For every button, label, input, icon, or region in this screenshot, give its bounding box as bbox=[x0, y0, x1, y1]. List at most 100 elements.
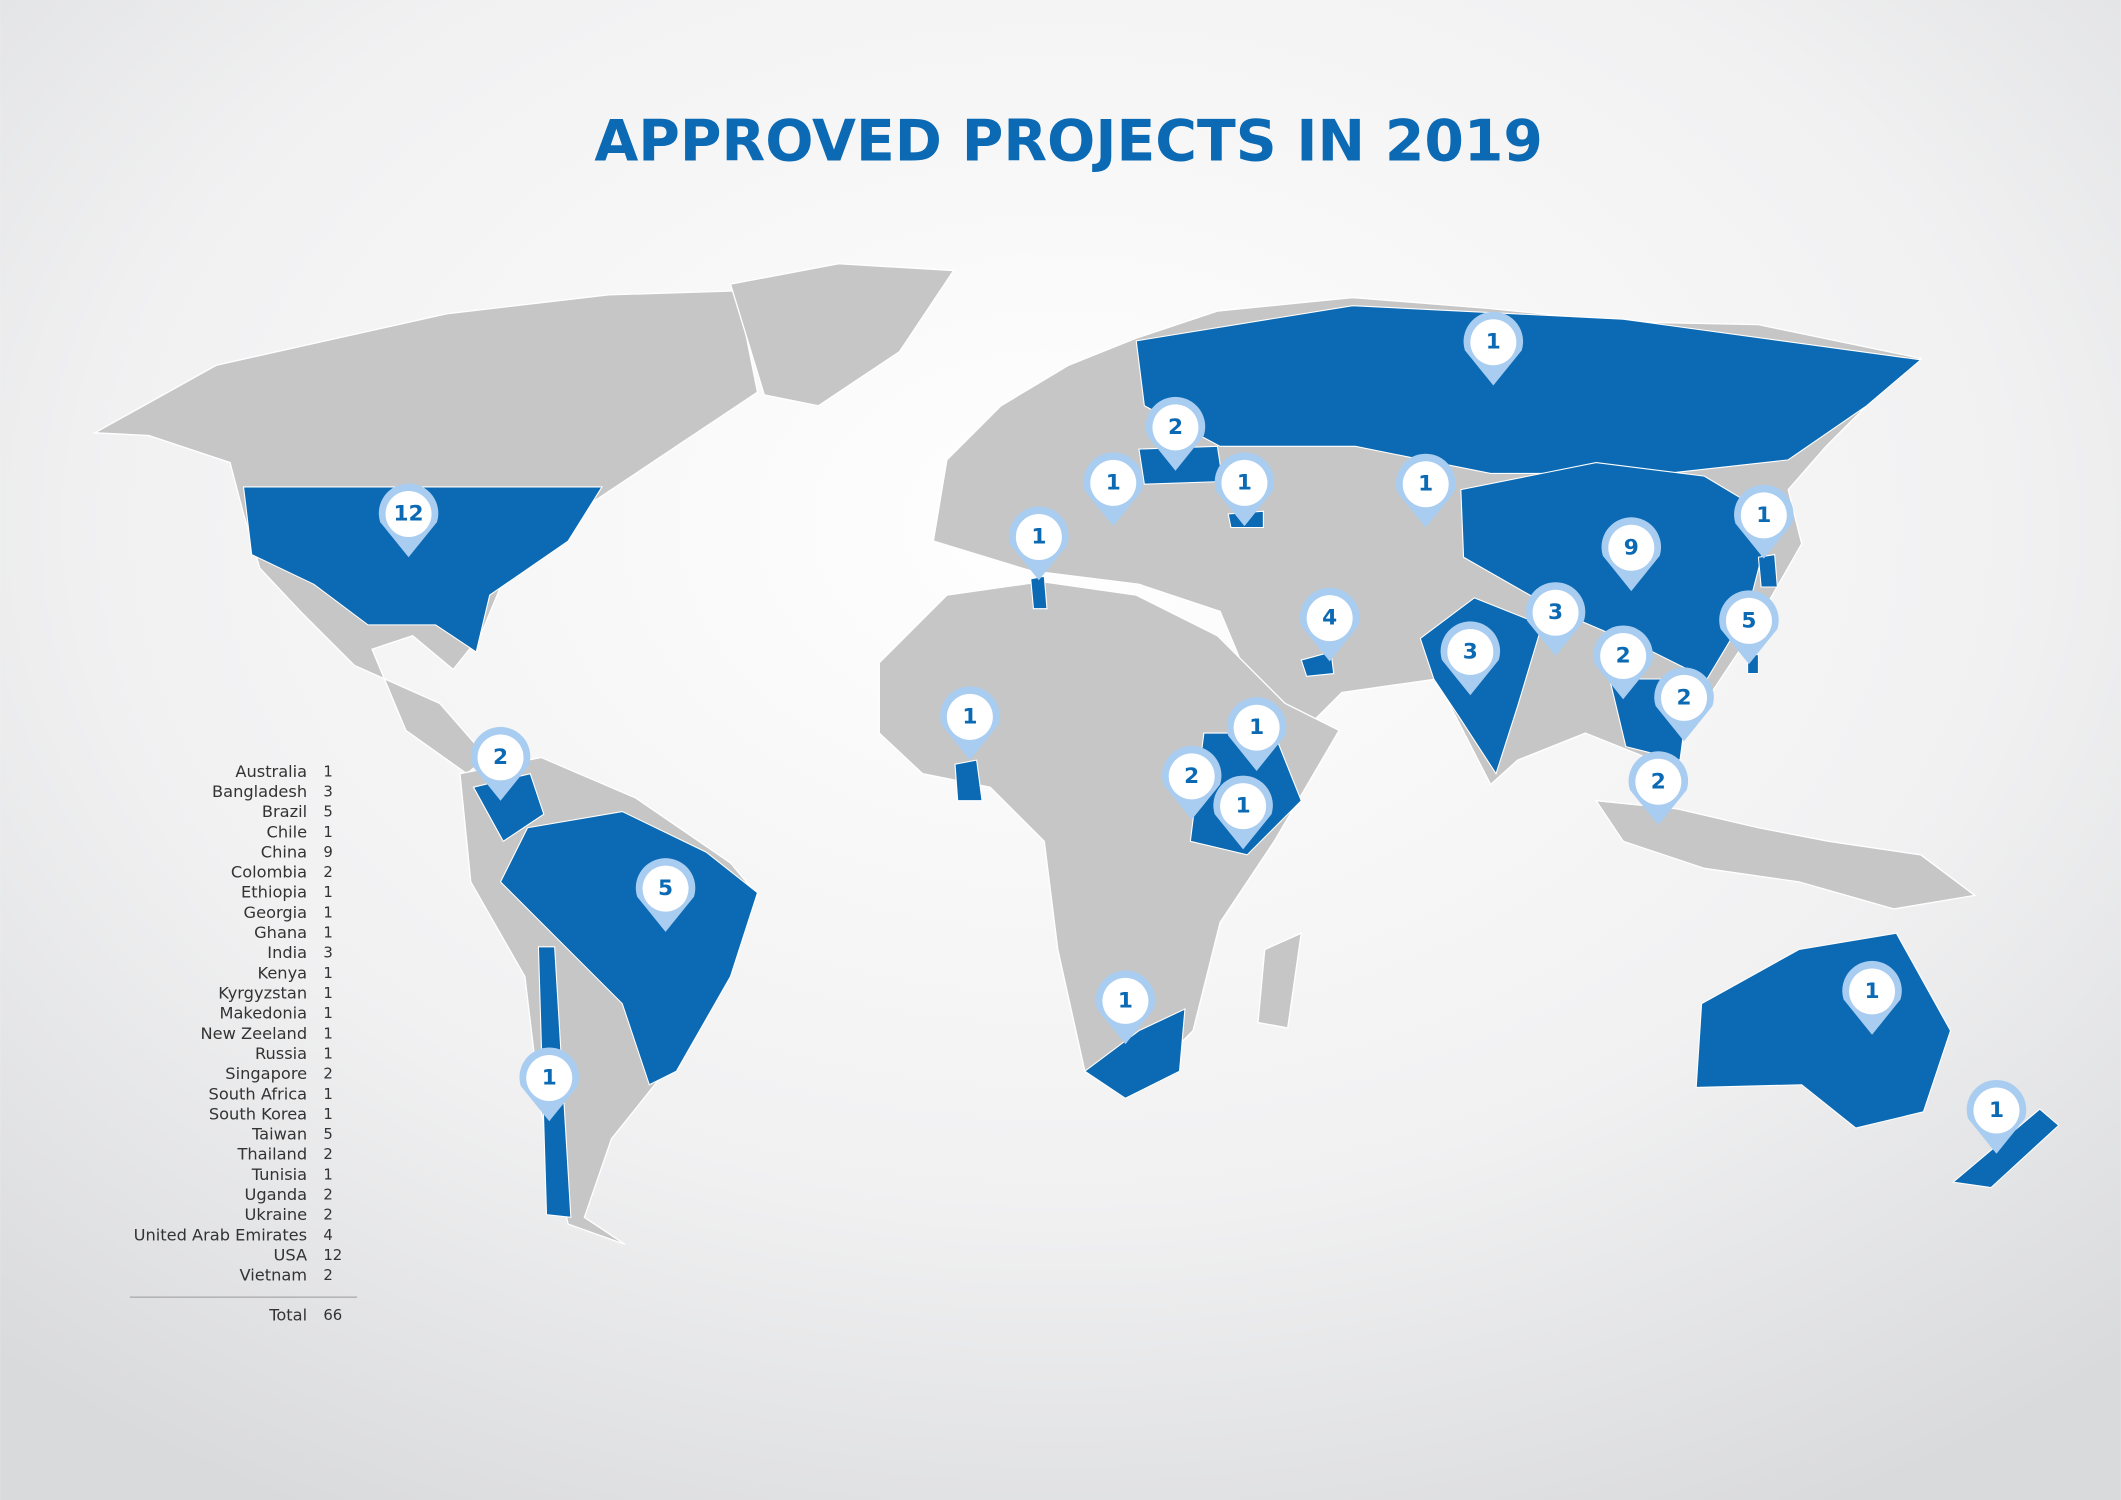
legend-country: Tunisia bbox=[251, 1165, 307, 1184]
pin-label: 5 bbox=[658, 876, 673, 901]
pin-face bbox=[1661, 674, 1708, 721]
madagascar bbox=[1257, 932, 1303, 1029]
pin-label: 2 bbox=[1184, 764, 1199, 789]
pin-face bbox=[1973, 1087, 2020, 1134]
pin-face bbox=[1152, 404, 1199, 451]
map-pin: 1 bbox=[940, 686, 1000, 761]
legend-count: 1 bbox=[323, 1044, 332, 1062]
map-pin: 2 bbox=[1145, 396, 1206, 471]
legend-country: South Africa bbox=[209, 1084, 308, 1103]
map-pin: 12 bbox=[378, 483, 439, 558]
legend-count: 1 bbox=[323, 964, 332, 982]
legend-country: United Arab Emirates bbox=[134, 1225, 308, 1244]
map-pin: 2 bbox=[1628, 751, 1689, 826]
pin-face bbox=[1402, 461, 1449, 508]
ghana bbox=[954, 759, 983, 802]
legend-count: 1 bbox=[323, 883, 332, 901]
pin-label: 1 bbox=[1237, 470, 1252, 495]
legend-country: Kyrgyzstan bbox=[218, 984, 307, 1003]
legend-country: India bbox=[267, 943, 307, 962]
map-pin: 1 bbox=[1966, 1079, 2027, 1154]
pin-face bbox=[1447, 628, 1494, 675]
legend-count: 1 bbox=[323, 1165, 332, 1183]
map-pin: 1 bbox=[1226, 697, 1287, 771]
legend-count: 1 bbox=[323, 762, 332, 780]
legend-count: 2 bbox=[323, 1186, 332, 1204]
pin-label: 12 bbox=[394, 501, 424, 526]
legend-country: Taiwan bbox=[251, 1125, 307, 1144]
pin-face bbox=[1849, 968, 1896, 1015]
pin-label: 1 bbox=[1118, 988, 1133, 1013]
legend-country: Russia bbox=[255, 1044, 307, 1063]
title: APPROVED PROJECTS IN 2019 bbox=[594, 108, 1543, 174]
map-pin: 3 bbox=[1440, 621, 1501, 696]
map-pin: 1 bbox=[1214, 452, 1275, 527]
legend-count: 2 bbox=[323, 1145, 332, 1163]
total-value: 66 bbox=[323, 1306, 342, 1324]
legend-count: 12 bbox=[323, 1246, 342, 1264]
pin-label: 1 bbox=[1249, 715, 1264, 740]
legend-count: 3 bbox=[323, 782, 332, 800]
legend-count: 2 bbox=[323, 863, 332, 881]
pin-face bbox=[1220, 783, 1267, 830]
pin-label: 1 bbox=[1756, 503, 1771, 528]
map-pin: 2 bbox=[1654, 667, 1714, 742]
map-pin: 1 bbox=[1009, 506, 1069, 581]
legend-count: 2 bbox=[323, 1065, 332, 1083]
pin-label: 3 bbox=[1463, 639, 1478, 664]
pin-label: 4 bbox=[1322, 606, 1337, 631]
pin-face bbox=[946, 693, 993, 740]
korea bbox=[1757, 553, 1778, 588]
pin-face bbox=[1470, 319, 1517, 366]
map-pin: 1 bbox=[1095, 970, 1156, 1045]
pin-label: 3 bbox=[1548, 600, 1563, 625]
legend-country: Makedonia bbox=[219, 1004, 307, 1023]
legend-count: 4 bbox=[323, 1226, 332, 1244]
pin-label: 1 bbox=[1106, 470, 1121, 495]
legend-country: Kenya bbox=[257, 963, 307, 982]
pin-label: 1 bbox=[1418, 472, 1433, 497]
usa bbox=[242, 486, 603, 653]
legend-country: Ethiopia bbox=[241, 883, 307, 902]
map-pin: 1 bbox=[1083, 452, 1144, 527]
legend-count: 1 bbox=[323, 1004, 332, 1022]
map-pin: 1 bbox=[1463, 311, 1524, 386]
pin-face bbox=[1221, 459, 1268, 506]
legend-country: USA bbox=[274, 1245, 308, 1264]
pin-face bbox=[1740, 492, 1787, 539]
legend-count: 3 bbox=[323, 944, 332, 962]
pin-label: 2 bbox=[1677, 685, 1692, 710]
pin-label: 1 bbox=[962, 704, 977, 729]
pin-face bbox=[526, 1055, 573, 1101]
pin-label: 9 bbox=[1624, 535, 1639, 560]
map-pin: 1 bbox=[1734, 484, 1794, 559]
map-pin: 2 bbox=[1161, 745, 1222, 820]
legend-count: 1 bbox=[323, 1105, 332, 1123]
greenland bbox=[729, 263, 955, 407]
legend-country: Vietnam bbox=[240, 1266, 308, 1285]
map-pin: 1 bbox=[1842, 960, 1902, 1035]
map-pin: 3 bbox=[1525, 582, 1586, 656]
map-pin: 9 bbox=[1601, 517, 1662, 592]
legend-country: China bbox=[261, 842, 307, 861]
tunisia bbox=[1030, 575, 1048, 610]
legend-count: 1 bbox=[323, 984, 332, 1002]
legend-count: 1 bbox=[323, 1024, 332, 1042]
legend-count: 1 bbox=[323, 903, 332, 921]
pin-label: 1 bbox=[1989, 1098, 2004, 1123]
pin-face bbox=[385, 490, 432, 537]
pin-face bbox=[1233, 704, 1280, 751]
pin-label: 2 bbox=[1616, 643, 1631, 668]
legend-country: Ghana bbox=[254, 923, 307, 942]
legend-count: 1 bbox=[323, 823, 332, 841]
legend-country: New Zeeland bbox=[200, 1024, 307, 1043]
legend-count: 2 bbox=[323, 1206, 332, 1224]
pin-label: 1 bbox=[542, 1065, 557, 1090]
pin-label: 1 bbox=[1031, 524, 1046, 549]
pin-label: 2 bbox=[1651, 769, 1666, 794]
pin-label: 5 bbox=[1741, 608, 1756, 633]
pin-face bbox=[1090, 459, 1137, 506]
legend-country: Australia bbox=[235, 762, 307, 781]
